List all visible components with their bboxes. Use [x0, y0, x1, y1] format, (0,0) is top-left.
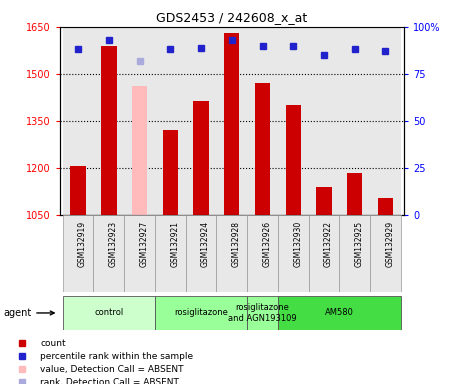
Text: rank, Detection Call = ABSENT: rank, Detection Call = ABSENT [40, 377, 179, 384]
Text: rosiglitazone: rosiglitazone [174, 308, 228, 318]
Text: GSM132926: GSM132926 [263, 221, 272, 267]
Bar [94, 27, 124, 215]
Bar [224, 33, 240, 215]
Bar [193, 101, 209, 215]
Bar [162, 131, 178, 215]
Bar [255, 83, 270, 215]
Bar [63, 215, 94, 292]
Text: GSM132919: GSM132919 [78, 221, 87, 267]
Text: GSM132923: GSM132923 [109, 221, 118, 267]
Text: GSM132928: GSM132928 [232, 221, 241, 267]
Bar [285, 105, 301, 215]
Bar [370, 27, 401, 215]
Text: GSM132927: GSM132927 [140, 221, 149, 267]
Bar [186, 27, 217, 215]
Text: GSM132929: GSM132929 [386, 221, 394, 267]
Bar [63, 27, 94, 215]
Bar [101, 46, 117, 215]
Text: GSM132924: GSM132924 [201, 221, 210, 267]
Bar [339, 215, 370, 292]
Bar [278, 215, 308, 292]
Text: count: count [40, 339, 66, 348]
Bar [347, 173, 363, 215]
Bar [370, 215, 401, 292]
Bar [63, 296, 155, 329]
Bar [155, 27, 186, 215]
Text: GSM132922: GSM132922 [324, 221, 333, 267]
Bar [278, 27, 308, 215]
Bar [308, 27, 339, 215]
Text: GSM132925: GSM132925 [355, 221, 364, 267]
Bar [247, 27, 278, 215]
Bar [70, 166, 86, 215]
Bar [155, 215, 186, 292]
Title: GDS2453 / 242608_x_at: GDS2453 / 242608_x_at [156, 11, 308, 24]
Bar [278, 296, 401, 329]
Bar [308, 215, 339, 292]
Text: GSM132921: GSM132921 [170, 221, 179, 267]
Bar [155, 296, 247, 329]
Bar [94, 215, 124, 292]
Text: agent: agent [3, 308, 54, 318]
Bar [316, 187, 332, 215]
Bar [186, 215, 217, 292]
Bar [378, 198, 393, 215]
Text: rosiglitazone
and AGN193109: rosiglitazone and AGN193109 [228, 303, 297, 323]
Text: percentile rank within the sample: percentile rank within the sample [40, 351, 193, 361]
Text: GSM132930: GSM132930 [293, 221, 302, 267]
Bar [247, 296, 278, 329]
Text: AM580: AM580 [325, 308, 354, 318]
Text: value, Detection Call = ABSENT: value, Detection Call = ABSENT [40, 364, 184, 374]
Bar [339, 27, 370, 215]
Bar [217, 27, 247, 215]
Bar [132, 86, 147, 215]
Bar [217, 215, 247, 292]
Bar [124, 27, 155, 215]
Bar [247, 215, 278, 292]
Bar [124, 215, 155, 292]
Text: control: control [94, 308, 123, 318]
